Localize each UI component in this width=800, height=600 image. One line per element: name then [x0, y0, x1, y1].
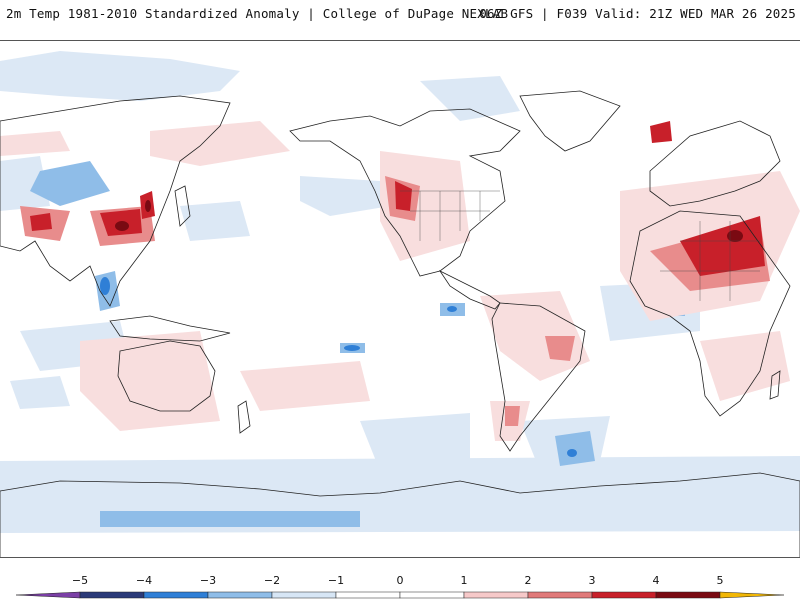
- legend-color-segment: [335, 591, 401, 599]
- legend-tick-label: 2: [525, 574, 532, 587]
- australia-outline: [117, 340, 216, 412]
- legend-tick-label: 1: [461, 574, 468, 587]
- color-scale-legend: −5 −4 −3 −2 −1 0 1 2 3 4 5: [0, 570, 800, 600]
- north-america-outline: [289, 108, 521, 277]
- world-map: [0, 40, 800, 558]
- legend-tick-label: 5: [717, 574, 724, 587]
- legend-tick-label: 4: [653, 574, 660, 587]
- africa-outline: [629, 210, 791, 417]
- continent-outlines: [0, 90, 800, 557]
- map-header: 2m Temp 1981-2010 Standardized Anomaly |…: [0, 0, 800, 40]
- legend-tick-label: −1: [328, 574, 344, 587]
- legend-color-bars: [15, 591, 785, 599]
- legend-color-segment: [463, 591, 529, 599]
- extreme-warm-anomaly-areas: [115, 200, 743, 242]
- legend-svg: −5 −4 −3 −2 −1 0 1 2 3 4 5: [15, 574, 785, 599]
- legend-color-segment: [527, 591, 593, 599]
- legend-color-segment: [143, 591, 209, 599]
- legend-tick-label: −2: [264, 574, 280, 587]
- model-run-info: 06Z GFS | F039 Valid: 21Z WED MAR 26 202…: [479, 6, 796, 21]
- political-boundaries: [400, 190, 760, 301]
- south-america-outline: [491, 302, 586, 452]
- greenland-outline: [519, 90, 621, 152]
- legend-color-segment: [79, 591, 145, 599]
- legend-min-arrow: [15, 591, 81, 599]
- new-zealand-outline: [237, 400, 251, 434]
- legend-color-segment: [207, 591, 273, 599]
- map-title: 2m Temp 1981-2010 Standardized Anomaly |…: [6, 6, 509, 21]
- legend-tick-label: 3: [589, 574, 596, 587]
- legend-tick-label: −4: [136, 574, 152, 587]
- madagascar-outline: [769, 370, 781, 400]
- antarctica-outline: [0, 472, 800, 557]
- legend-tick-labels: −5 −4 −3 −2 −1 0 1 2 3 4 5: [72, 574, 724, 587]
- asia-outline: [0, 95, 231, 307]
- japan-outline: [174, 185, 191, 227]
- legend-color-segment: [655, 591, 721, 599]
- legend-tick-label: −5: [72, 574, 88, 587]
- europe-outline: [649, 120, 781, 207]
- legend-max-arrow: [719, 591, 785, 599]
- indonesia-outline: [109, 315, 231, 342]
- legend-tick-label: −3: [200, 574, 216, 587]
- legend-color-segment: [271, 591, 337, 599]
- legend-color-segment: [591, 591, 657, 599]
- legend-tick-label: 0: [397, 574, 404, 587]
- anomaly-map-svg: [0, 41, 800, 557]
- legend-color-segment: [399, 591, 465, 599]
- central-america-outline: [438, 269, 501, 310]
